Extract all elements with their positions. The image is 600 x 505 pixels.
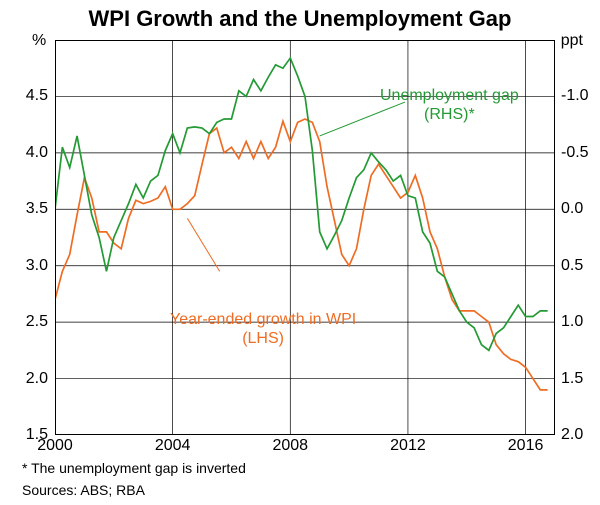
x-tick-label: 2004 [143,437,203,455]
right-tick-label: 2.0 [561,426,583,444]
left-tick-label: 2.5 [0,313,48,331]
right-tick-label: 1.0 [561,313,583,331]
left-tick-label: 3.0 [0,257,48,275]
left-tick-label: 4.0 [0,144,48,162]
left-axis-unit: % [32,32,46,50]
series-label-wpi: Year-ended growth in WPI (LHS) [170,310,356,348]
footnote: * The unemployment gap is inverted [22,460,246,476]
plot-area: Unemployment gap (RHS)* Year-ended growt… [55,40,555,435]
series-label-line1: Year-ended growth in WPI [170,311,356,328]
series-label-line2: (RHS)* [424,106,475,123]
series-label-unemployment-gap: Unemployment gap (RHS)* [380,86,519,124]
right-tick-label: 0.0 [561,200,583,218]
sources: Sources: ABS; RBA [22,482,145,498]
right-axis-unit: ppt [561,32,583,50]
left-tick-label: 4.5 [0,87,48,105]
left-tick-label: 3.5 [0,200,48,218]
left-tick-label: 2.0 [0,370,48,388]
right-tick-label: -0.5 [561,144,589,162]
x-tick-label: 2012 [378,437,438,455]
x-tick-label: 2008 [260,437,320,455]
x-tick-label: 2016 [496,437,556,455]
right-tick-label: -1.0 [561,87,589,105]
x-tick-label: 2000 [25,437,85,455]
series-label-line1: Unemployment gap [380,87,519,104]
chart-title: WPI Growth and the Unemployment Gap [0,6,600,32]
right-tick-label: 1.5 [561,370,583,388]
chart-container: WPI Growth and the Unemployment Gap % pp… [0,0,600,505]
series-label-line2: (LHS) [242,330,284,347]
right-tick-label: 0.5 [561,257,583,275]
